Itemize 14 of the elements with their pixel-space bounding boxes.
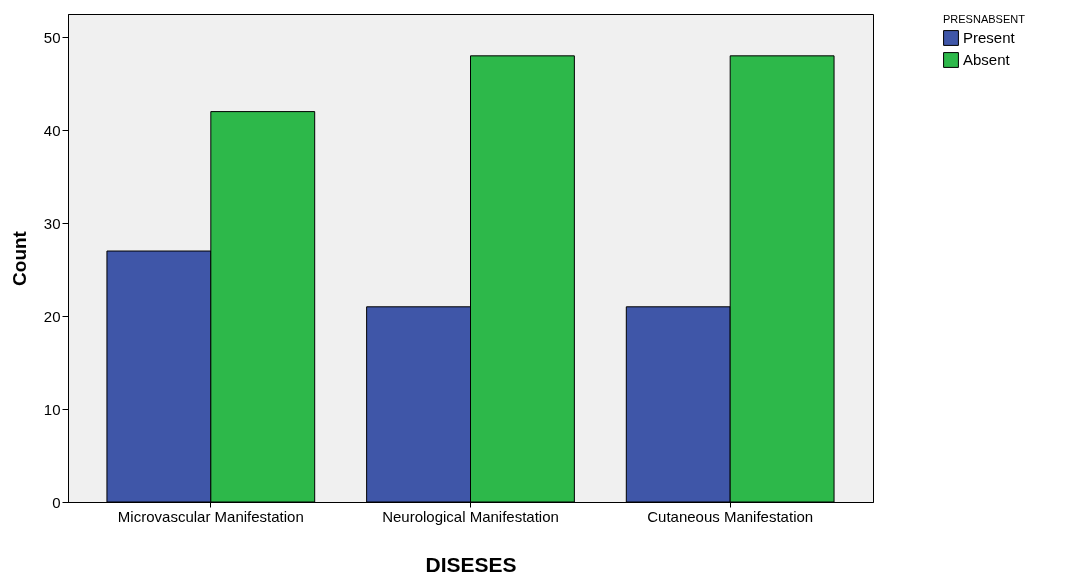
x-tick-label: Cutaneous Manifestation [647, 507, 814, 525]
y-tick-label: 10 [43, 400, 61, 418]
y-tick-label: 20 [43, 307, 61, 325]
x-tick-label: Microvascular Manifestation [117, 507, 304, 525]
x-tick-label: Neurological Manifestation [382, 507, 559, 525]
legend-label: Present [963, 29, 1016, 46]
y-tick-label: 30 [43, 214, 61, 232]
y-tick-label: 0 [52, 493, 61, 511]
y-tick-label: 40 [43, 121, 61, 139]
legend-label: Absent [963, 51, 1011, 68]
y-axis-title: Count [8, 230, 30, 286]
legend-title: PRESNABSENT [943, 13, 1026, 25]
y-tick-label: 50 [43, 28, 61, 46]
x-axis-title: DISESES [425, 552, 517, 576]
